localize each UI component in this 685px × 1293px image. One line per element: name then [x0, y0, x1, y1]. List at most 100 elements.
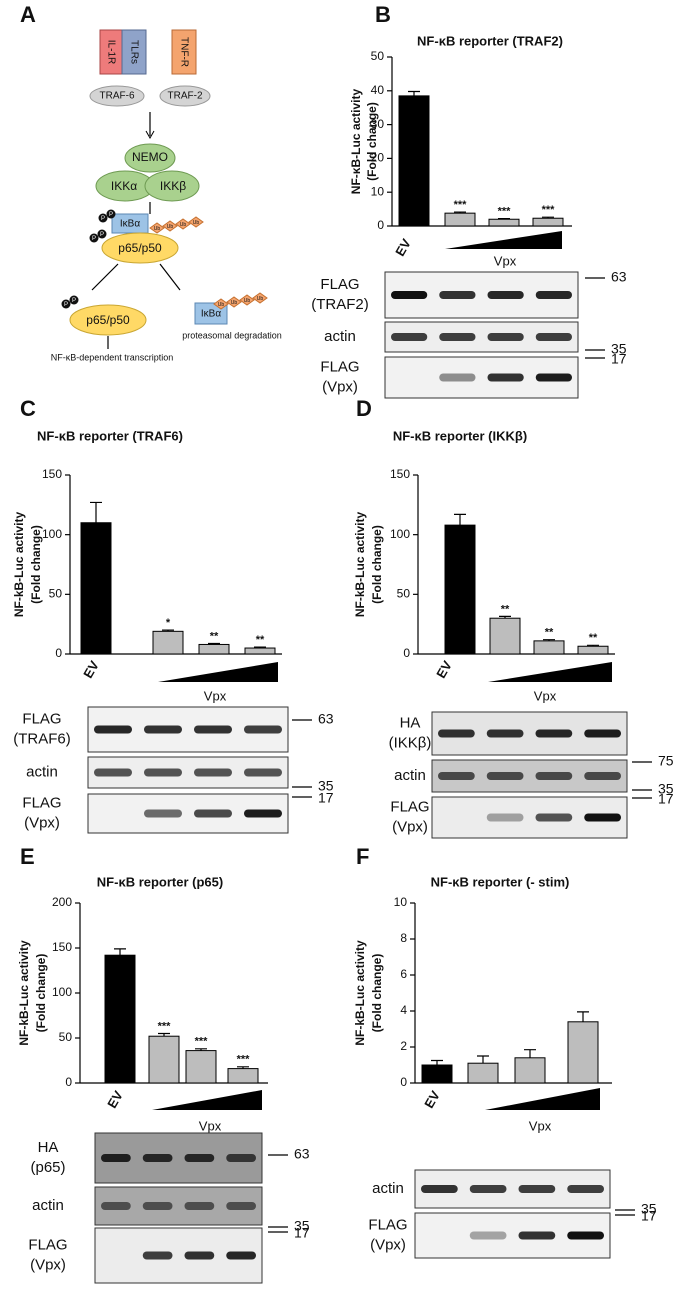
- error-bar: [577, 1011, 589, 1022]
- pathway-diagram: A IL-1R TLRs TNF-R TRAF-6 TRAF-2 NEMO IK…: [20, 2, 282, 363]
- panel-letter: E: [20, 844, 35, 869]
- significance: **: [210, 630, 219, 642]
- blot-label: FLAG: [22, 710, 61, 727]
- y-tick-label: 10: [394, 895, 408, 909]
- panel-letter: C: [20, 396, 36, 421]
- error-bar: [542, 216, 554, 219]
- blot-band: [142, 1202, 173, 1210]
- bar: [80, 522, 112, 655]
- ubiquitin: [226, 296, 242, 308]
- y-tick-label: 200: [52, 895, 72, 909]
- blot-band: [244, 768, 282, 777]
- ikk-subunit: [144, 170, 200, 202]
- bar: [421, 1064, 453, 1084]
- blot-label: actin: [32, 1197, 64, 1214]
- phospho: [106, 209, 116, 219]
- receptor-label: TLRs: [128, 40, 139, 64]
- blot-band: [584, 772, 621, 780]
- transcription-label: NF-κB-dependent transcription: [51, 352, 174, 362]
- size-marker-label: 63: [611, 269, 627, 285]
- blot-band: [144, 768, 182, 777]
- y-tick-label: 150: [42, 467, 62, 481]
- blot-band: [438, 729, 475, 738]
- error-bar: [477, 1055, 489, 1064]
- significance: ***: [158, 1020, 172, 1032]
- blot-band: [194, 809, 232, 818]
- error-bar: [237, 1066, 249, 1069]
- blot-label: (TRAF2): [311, 296, 369, 313]
- ubiquitin-label: Ub: [180, 222, 187, 228]
- blot-band: [438, 772, 475, 780]
- blot-band: [226, 1202, 256, 1210]
- blot-label: FLAG: [368, 1216, 407, 1233]
- size-marker-label: 63: [294, 1146, 310, 1162]
- ikk-label: NEMO: [132, 150, 168, 164]
- ubiquitin: [252, 292, 268, 304]
- phospho-label: P: [100, 232, 104, 238]
- blot-label: FLAG: [320, 276, 359, 293]
- y-tick-label: 0: [403, 646, 410, 660]
- adaptor-label: TRAF-6: [100, 91, 135, 102]
- bar: [467, 1062, 499, 1084]
- y-axis-label: (Fold change): [370, 525, 384, 604]
- blot-label: actin: [26, 763, 58, 780]
- blot-band: [487, 373, 524, 382]
- y-tick-label: 50: [59, 1030, 73, 1044]
- y-tick-label: 50: [371, 49, 385, 63]
- error-bar: [162, 629, 174, 632]
- ubiquitin: [213, 298, 229, 310]
- phospho: [89, 233, 99, 243]
- blot-band: [244, 809, 282, 818]
- error-bar: [454, 211, 466, 214]
- adaptor: [89, 85, 145, 107]
- phospho: [97, 229, 107, 239]
- panel-letter: B: [375, 2, 391, 27]
- blot-label: HA: [400, 714, 421, 731]
- error-bar: [587, 644, 599, 647]
- group-label: Vpx: [204, 688, 227, 703]
- y-axis-label: NF-kB-Luc activity: [353, 512, 367, 618]
- dose-triangle: [488, 662, 612, 682]
- ikk-subunit: [124, 143, 176, 173]
- blot-band: [142, 1154, 173, 1162]
- blot-band: [439, 373, 476, 382]
- blot-band: [518, 1185, 556, 1193]
- receptor: [171, 29, 197, 75]
- blot-label: (Vpx): [24, 814, 60, 831]
- y-axis-label: NF-kB-Luc activity: [353, 940, 367, 1046]
- size-marker-label: 17: [318, 790, 334, 806]
- bar: [567, 1021, 599, 1084]
- error-bar: [431, 1059, 443, 1065]
- blot-label: FLAG: [390, 798, 429, 815]
- size-marker-label: 17: [294, 1225, 310, 1241]
- error-bar: [90, 501, 102, 523]
- significance: **: [545, 627, 554, 639]
- panel-letter: D: [356, 396, 372, 421]
- ikk-label: IKKβ: [160, 179, 186, 193]
- dimer: [101, 232, 179, 264]
- bar: [398, 95, 430, 227]
- phospho-label: P: [64, 302, 68, 308]
- blot-band: [94, 768, 132, 777]
- x-tick-label: EV: [104, 1088, 126, 1111]
- y-tick-label: 2: [400, 1039, 407, 1053]
- bar: [152, 630, 184, 655]
- blot-band: [144, 725, 182, 734]
- size-marker-label: 35: [611, 341, 627, 357]
- group-label: Vpx: [534, 688, 557, 703]
- bar: [533, 640, 565, 655]
- size-marker-label: 63: [318, 711, 334, 727]
- blot-band: [487, 333, 524, 341]
- arrow-head: [145, 130, 155, 140]
- chart-title: NF-κB reporter (TRAF2): [417, 33, 563, 48]
- blot-band: [439, 333, 476, 341]
- y-tick-label: 0: [377, 218, 384, 232]
- blot-band: [101, 1202, 131, 1210]
- blot-band: [184, 1154, 215, 1162]
- y-tick-label: 40: [371, 83, 385, 97]
- bar: [489, 617, 521, 655]
- phospho-label: P: [101, 216, 105, 222]
- ikk-label: IKKα: [111, 179, 137, 193]
- error-bar: [195, 1048, 207, 1051]
- y-tick-label: 8: [400, 931, 407, 945]
